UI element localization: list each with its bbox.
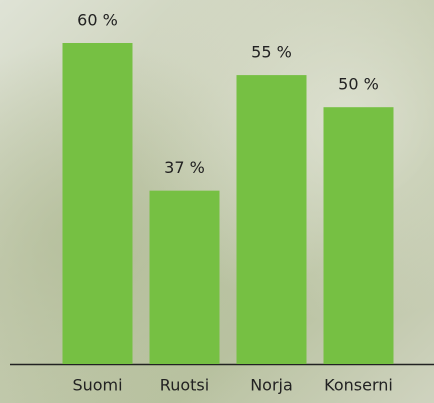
value-label: 50 % [338, 75, 379, 94]
page: Suomi 60 % Ruotsi 37 % Norja 55 % Konserni 50 %… [0, 0, 434, 403]
bar [324, 107, 394, 364]
value-label: 55 % [251, 43, 292, 62]
chart: Suomi 60 % Ruotsi 37 % Norja 55 % Konserni 50 % [0, 0, 434, 403]
x-tick-label: Suomi [72, 376, 122, 395]
x-tick-label: Norja [250, 376, 293, 395]
value-label: 37 % [164, 158, 205, 177]
bar [237, 75, 307, 364]
x-tick-label: Konserni [324, 376, 393, 395]
bar [63, 43, 133, 364]
bar [150, 191, 220, 364]
value-label: 60 % [77, 11, 118, 30]
x-tick-label: Ruotsi [160, 376, 209, 395]
